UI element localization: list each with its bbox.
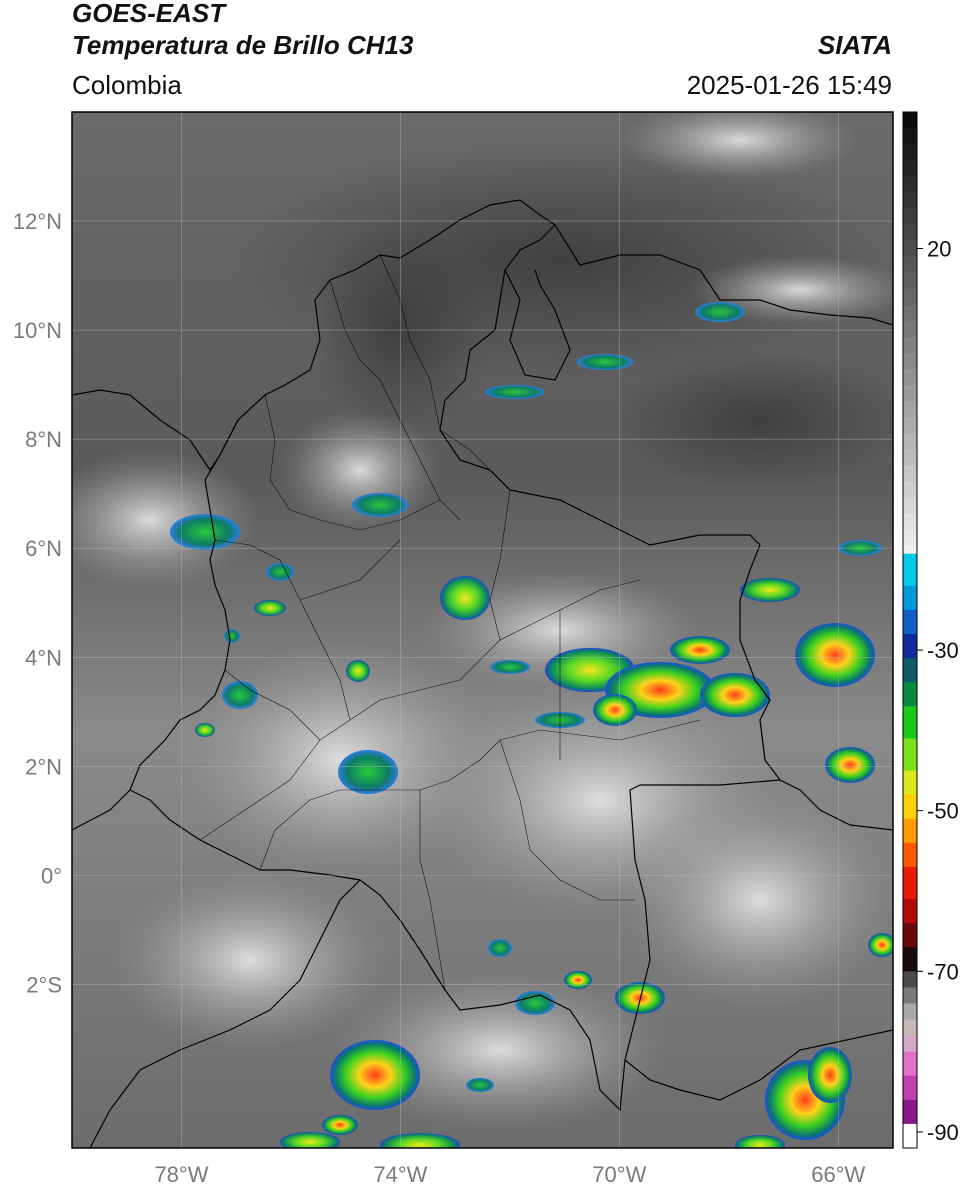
region-label: Colombia (72, 70, 182, 100)
latitude-labels: 12°N 10°N 8°N 6°N 4°N 2°N 0° 2°S (13, 209, 62, 997)
colorbar-segment (903, 272, 917, 290)
lat-tick-label: 2°N (25, 754, 62, 779)
graticule (72, 112, 893, 1148)
colorbar-segment (903, 842, 917, 868)
colorbar-segment (903, 128, 917, 145)
colorbar-segment (903, 1019, 917, 1036)
lon-tick-label: 78°W (154, 1162, 208, 1187)
longitude-labels: 78°W 74°W 70°W 66°W (154, 1162, 865, 1187)
colorbar-segment (903, 658, 917, 683)
colorbar-frame (902, 111, 918, 1149)
satellite-image (72, 112, 893, 1148)
country-borders (72, 199, 893, 1148)
colorbar-segment (903, 144, 917, 161)
colorbar-segment (903, 304, 917, 322)
colorbar-segment (903, 738, 917, 771)
colorbar-tick-label: -70 (927, 959, 959, 984)
colorbar-segment (903, 634, 917, 659)
colorbar-segment (903, 240, 917, 257)
colorbar-segment (903, 112, 917, 129)
lat-tick-label: 2°S (26, 972, 62, 997)
colorbar-segment (903, 770, 917, 796)
colorbar-segment (903, 465, 917, 482)
colorbar-segment (903, 585, 917, 611)
colorbar-tick-label: -30 (927, 638, 959, 663)
colorbar-segment (903, 208, 917, 225)
colorbar-segment (903, 866, 917, 900)
colorbar-segment (903, 224, 917, 241)
colorbar-segment (903, 987, 917, 1004)
colorbar-segment (903, 433, 917, 450)
colorbar-segment (903, 352, 917, 370)
colorbar-segment (903, 1099, 917, 1125)
colorbar-segment (903, 1051, 917, 1077)
colorbar-segment (903, 192, 917, 209)
colorbar-segment (903, 794, 917, 820)
lat-tick-label: 8°N (25, 427, 62, 452)
colorbar-tick-label: -90 (927, 1120, 959, 1145)
colorbar-segment (903, 336, 917, 354)
colorbar-segment (903, 609, 917, 635)
department-borders (199, 254, 701, 991)
colorbar-segment (903, 320, 917, 338)
lat-tick-label: 6°N (25, 536, 62, 561)
colorbar-tick-label: -50 (927, 799, 959, 824)
lon-tick-label: 66°W (811, 1162, 865, 1187)
product-title: Temperatura de Brillo CH13 (72, 30, 414, 60)
colorbar-segment (903, 1003, 917, 1020)
lat-tick-label: 10°N (13, 318, 62, 343)
colorbar-segment (903, 160, 917, 177)
colorbar-segment (903, 449, 917, 466)
colorbar-segment (903, 256, 917, 274)
colorbar-segment (903, 401, 917, 418)
colorbar-segment (903, 706, 917, 739)
colorbar-segment (903, 368, 917, 386)
colorbar-segment (903, 553, 917, 587)
colorbar-segment (903, 513, 917, 531)
map-frame (71, 111, 894, 1149)
colorbar-segment (903, 1123, 917, 1149)
colorbar-segment (903, 818, 917, 844)
colorbar-segment (903, 481, 917, 498)
colorbar-tick-label: 20 (927, 237, 951, 262)
agency-label: SIATA (817, 30, 892, 60)
colorbar-segment (903, 1035, 917, 1053)
colorbar-segment (903, 971, 917, 988)
convective-cells (170, 302, 893, 1148)
colorbar-segment (903, 288, 917, 306)
lat-tick-label: 4°N (25, 645, 62, 670)
datetime-label: 2025-01-26 15:49 (686, 70, 892, 100)
colorbar-segment (903, 417, 917, 434)
colorbar (902, 111, 918, 1149)
colorbar-segment (903, 682, 917, 707)
lon-tick-label: 74°W (373, 1162, 427, 1187)
lon-tick-label: 70°W (592, 1162, 646, 1187)
colorbar-segment (903, 1075, 917, 1101)
colorbar-segment (903, 176, 917, 193)
lat-tick-label: 12°N (13, 209, 62, 234)
colorbar-segment (903, 947, 917, 972)
colorbar-segment (903, 497, 917, 514)
colorbar-segment (903, 923, 917, 948)
colorbar-ticks: 20 -30 -50 -70 -90 (917, 237, 959, 1145)
satellite-title: GOES-EAST (72, 0, 226, 28)
lat-tick-label: 0° (41, 863, 62, 888)
colorbar-segment (903, 385, 917, 402)
colorbar-segment (903, 529, 917, 547)
colorbar-segment (903, 899, 917, 924)
